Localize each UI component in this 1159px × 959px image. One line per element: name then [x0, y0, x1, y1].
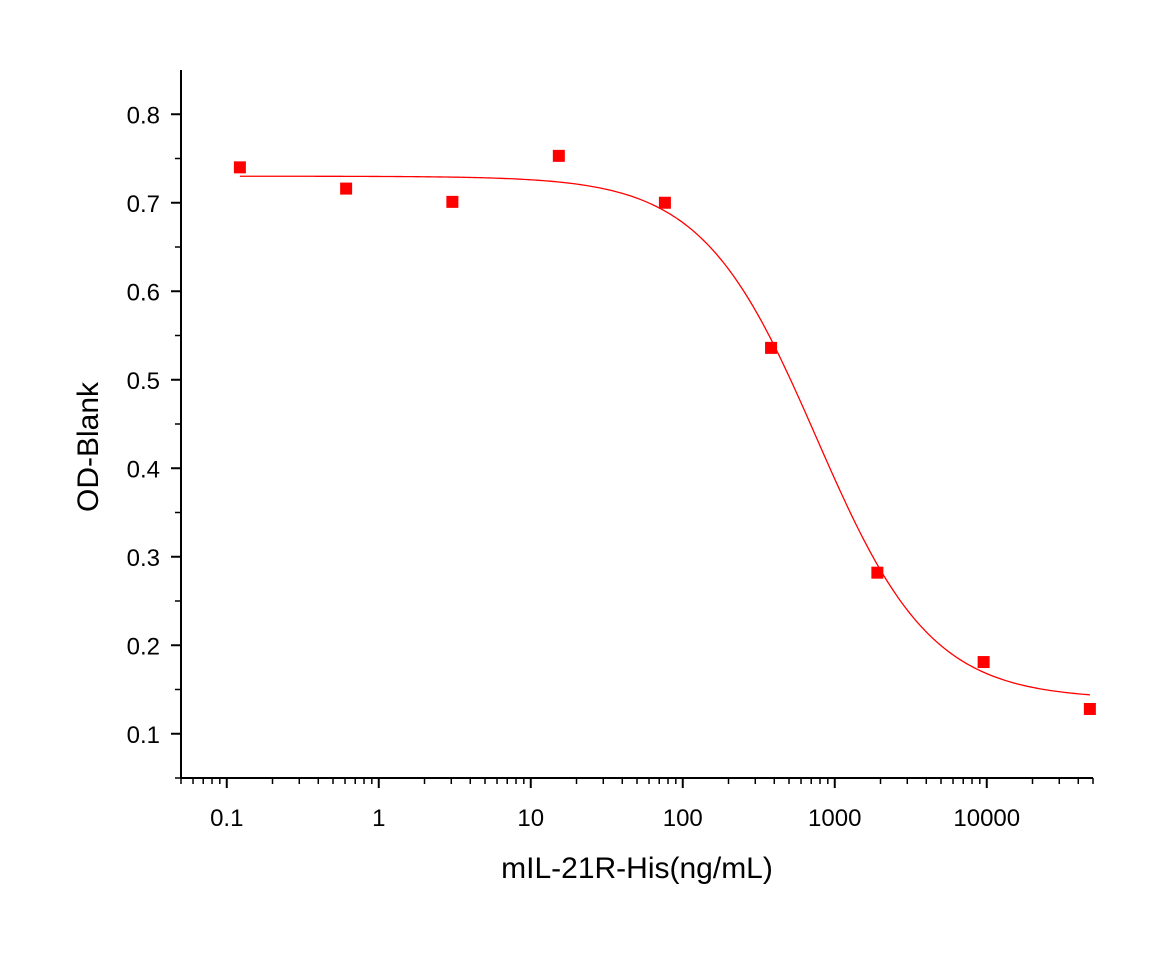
x-tick-label: 100 [663, 805, 703, 832]
data-point [977, 656, 990, 669]
y-tick-label: 0.3 [127, 545, 160, 572]
y-tick-label: 0.6 [127, 279, 160, 306]
x-tick-label: 10000 [953, 805, 1020, 832]
y-tick-label: 0.2 [127, 633, 160, 660]
data-point [1083, 702, 1096, 715]
fit-curve-layer [239, 175, 1090, 696]
data-points-layer [233, 149, 1096, 715]
y-tick-label: 0.4 [127, 456, 160, 483]
x-tick-label: 1000 [808, 805, 861, 832]
y-tick-label: 0.5 [127, 368, 160, 395]
fit-curve [239, 175, 1090, 696]
data-point [233, 161, 246, 174]
y-tick-label: 0.8 [127, 102, 160, 129]
y-axis-title: OD-Blank [72, 381, 105, 512]
data-point [446, 195, 459, 208]
data-point [871, 566, 884, 579]
y-tick-label: 0.7 [127, 191, 160, 218]
data-point [658, 196, 671, 209]
x-axis-title: mIL-21R-His(ng/mL) [501, 852, 773, 885]
data-point [552, 149, 565, 162]
y-tick-label: 0.1 [127, 722, 160, 749]
x-tick-label: 1 [372, 805, 385, 832]
x-tick-label: 10 [517, 805, 544, 832]
data-point [765, 341, 778, 354]
x-tick-label: 0.1 [210, 805, 243, 832]
data-point [340, 182, 353, 195]
axis-ticks: 0.1 1 10 100 1000 10000 0.1 0.2 0.3 0.4 0.5 0.6 0.7 0… [127, 102, 1094, 832]
